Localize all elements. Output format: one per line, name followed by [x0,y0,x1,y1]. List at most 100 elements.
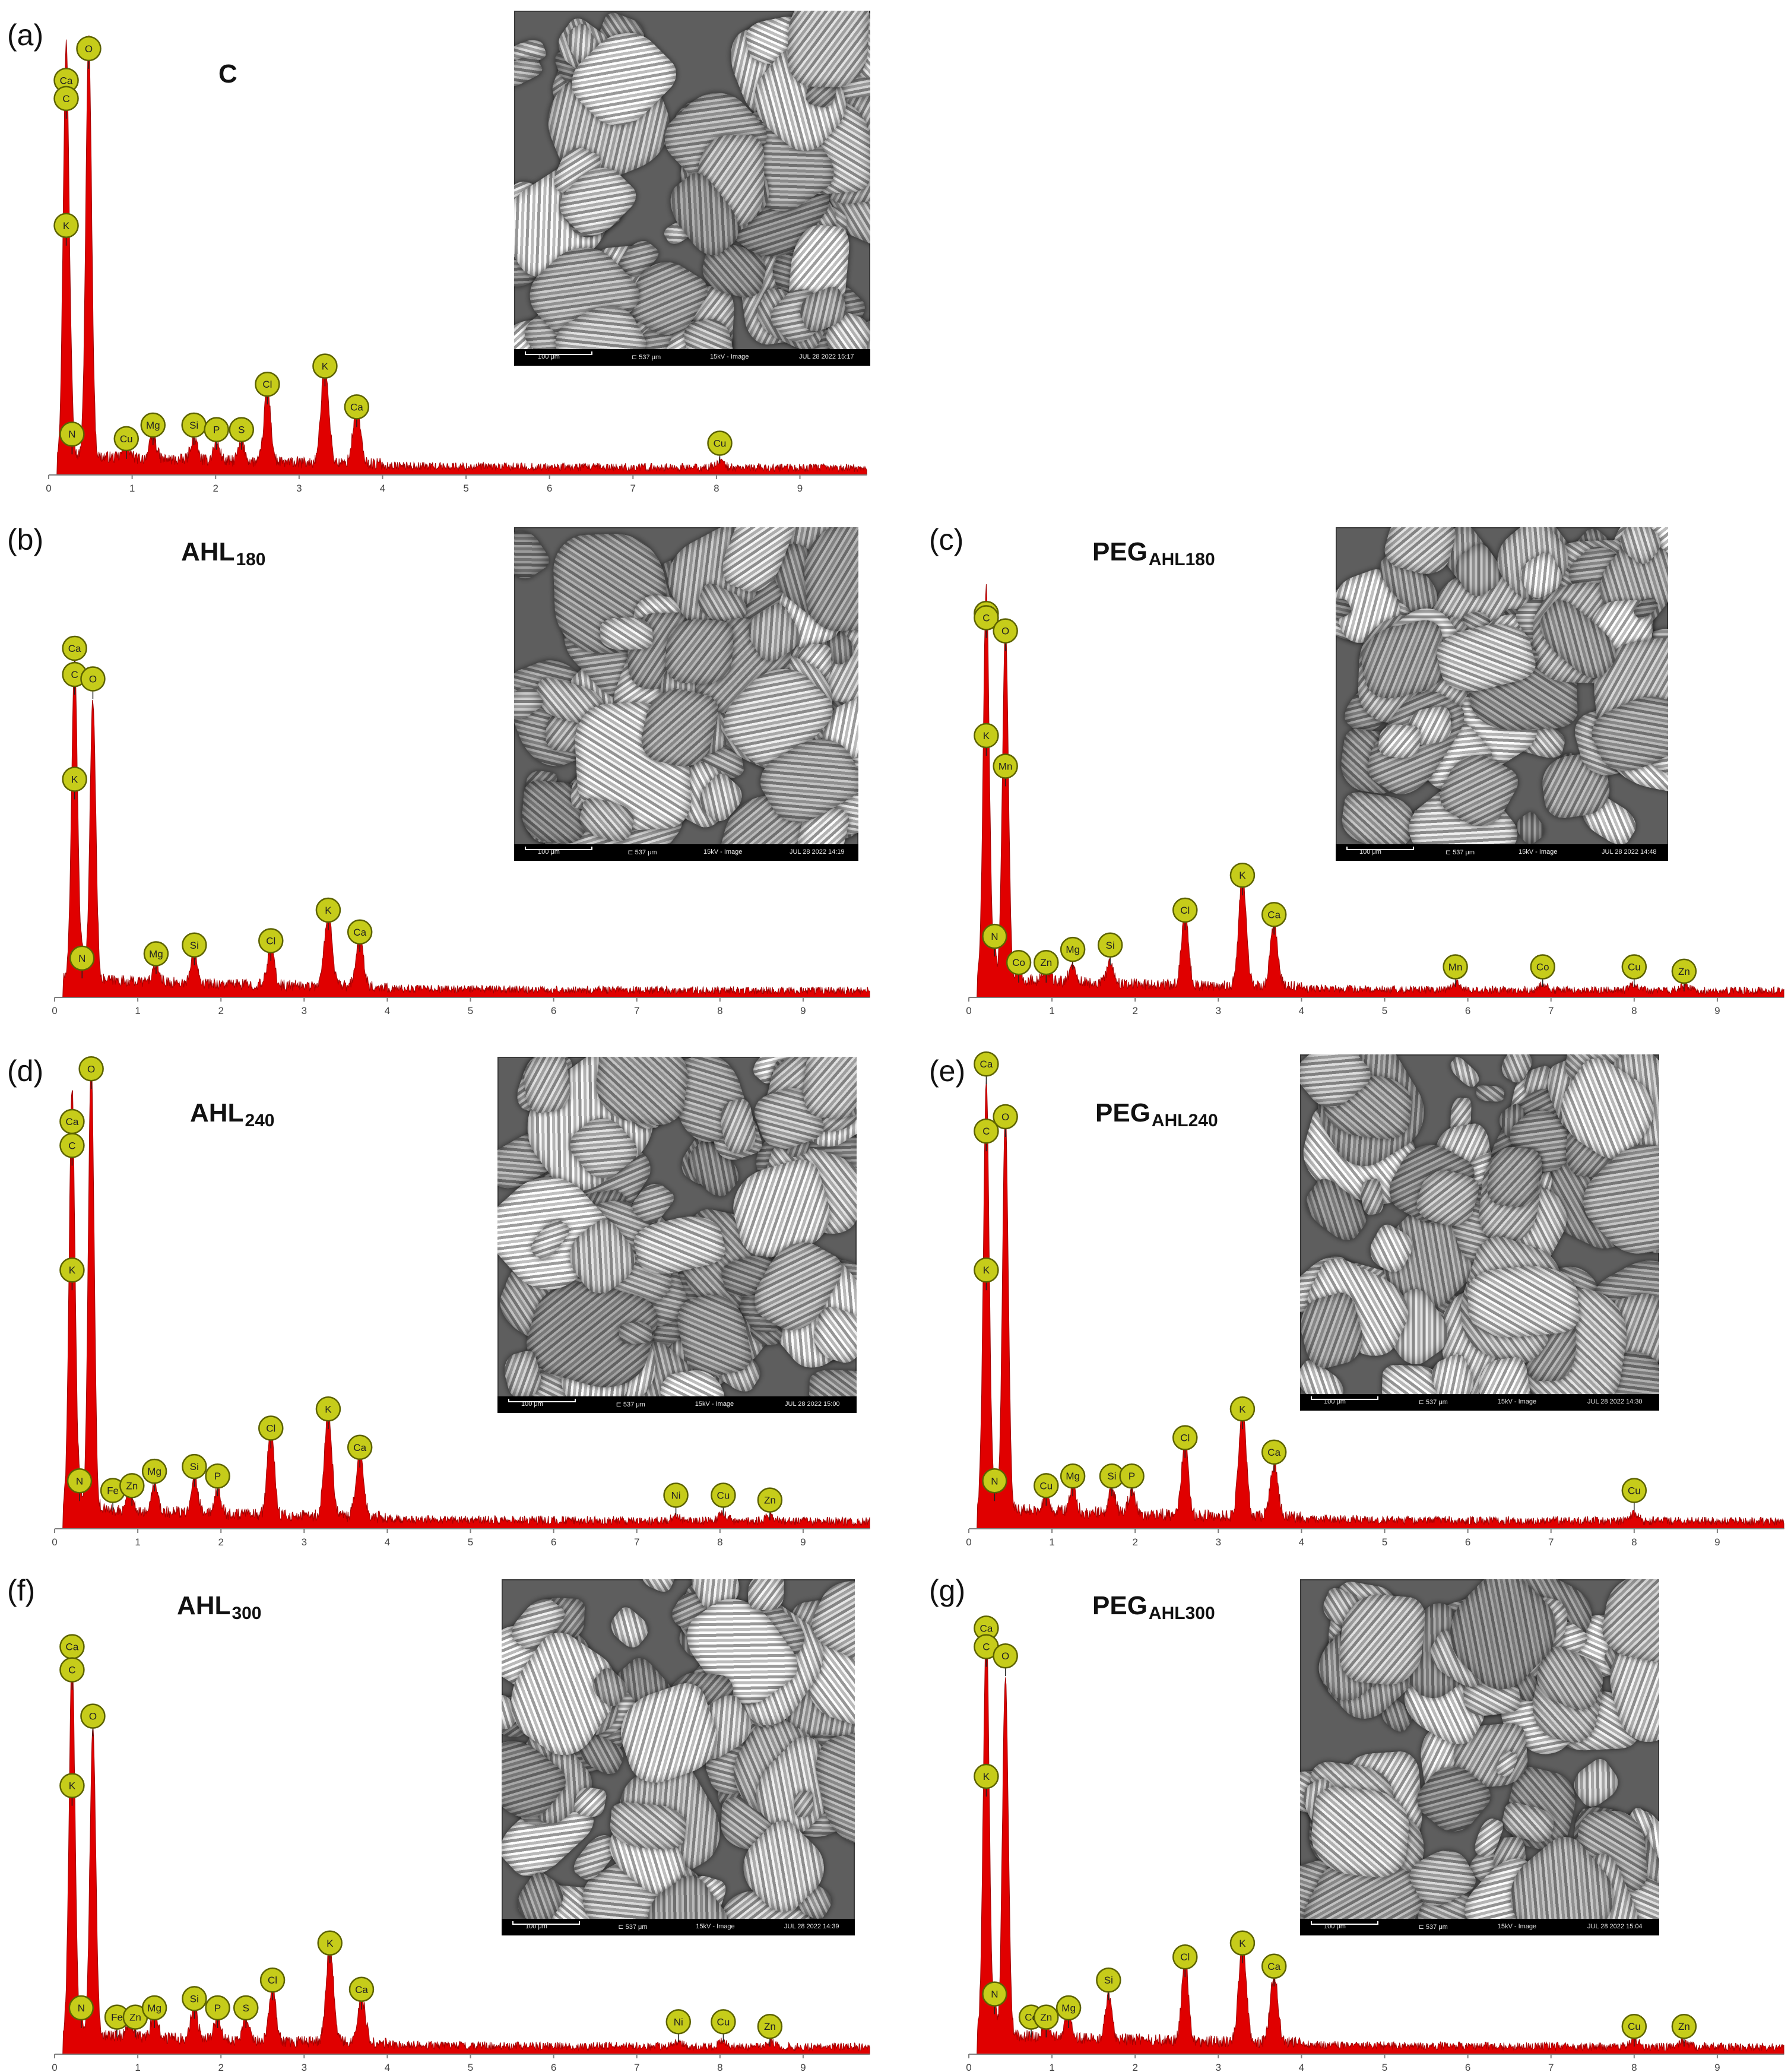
x-tick-label: 1 [1049,2062,1054,2072]
element-marker-circle [1060,1463,1086,1489]
element-marker-label: Cu [1628,2021,1641,2032]
element-marker-circle [182,1986,207,2011]
element-marker-label: K [325,1403,332,1415]
element-marker-label: Si [190,1461,199,1472]
panel-title-subscript: 240 [245,1111,275,1130]
element-marker-circle [80,666,106,692]
element-marker: Ca [1261,902,1287,935]
element-marker: Mg [143,941,169,974]
sem-scale-bar [525,351,592,355]
x-tick-label: 9 [797,483,803,494]
element-marker-circle [141,1458,167,1484]
sem-scale-bar [1311,1921,1378,1925]
element-marker: Cl [1172,1425,1198,1458]
element-marker-label: N [78,953,85,964]
spectrum-area [55,1648,870,2055]
element-marker-label: C [71,669,78,680]
element-marker-circle [974,1763,999,1789]
element-marker-circle [1229,862,1256,888]
sem-particle [664,617,734,685]
element-marker-circle [344,394,370,420]
x-tick-label: 7 [1548,1536,1554,1548]
x-tick-label: 0 [966,2062,971,2072]
x-tick-label: 1 [135,1005,140,1016]
x-tick-label: 4 [1299,1536,1304,1548]
element-marker-circle [974,605,999,631]
element-marker: C [53,85,79,119]
sem-scale-label: 100 μm [1324,1398,1346,1405]
element-marker-circle [62,635,87,661]
sem-micrograph: 100 μm ⊏ 537 μm 15kV - Image JUL 28 2022 15… [1300,1579,1659,1935]
x-tick-label: 0 [46,483,51,494]
element-marker-label: Zn [1040,2012,1052,2023]
element-marker: O [993,1643,1018,1677]
element-marker-circle [348,1976,375,2003]
element-marker-circle [982,1468,1007,1494]
element-marker: N [982,1981,1007,2014]
element-marker-circle [69,945,95,971]
x-tick-label: 6 [547,483,552,494]
element-marker-label: Cu [1039,1480,1053,1491]
sem-particle [1446,1055,1482,1090]
element-marker: Cu [711,1482,736,1516]
sem-particle [747,1579,785,1611]
element-marker-label: N [68,429,75,440]
x-tick-label: 5 [1382,1536,1387,1548]
element-marker-label: O [89,673,97,685]
sem-micrograph: 100 μm ⊏ 537 μm 15kV - Image JUL 28 2022 14… [502,1579,855,1935]
element-marker-label: Cl [266,935,275,946]
element-marker: O [78,1056,104,1089]
element-marker-label: Cu [717,1490,730,1501]
element-marker: N [982,1468,1007,1501]
element-marker-label: C [982,613,990,624]
panel-title-main: AHL [177,1591,231,1620]
element-marker: Cu [1034,1473,1059,1506]
sem-date-label: JUL 28 2022 15:00 [785,1401,840,1408]
element-marker-label: Si [1104,1975,1113,1986]
sem-particle [801,1057,857,1121]
element-marker-label: Cu [1628,1485,1641,1496]
element-marker-label: Cu [1628,962,1641,973]
element-marker: Zn [757,2013,783,2047]
sem-fov-label: ⊏ 537 μm [627,849,657,856]
sem-micrograph: 100 μm ⊏ 537 μm 15kV - Image JUL 28 2022 14… [514,527,858,861]
element-marker: Mg [1060,936,1086,970]
x-tick-label: 8 [717,1536,722,1548]
eds-spectrum-chart: 0 1 2 3 4 5 6 7 8 9 Ca CO K N Cu Mg Si P Cl K Ca Cu [966,1051,1784,1548]
element-marker-label: Fe [107,1485,119,1496]
x-tick-label: 2 [1132,1005,1137,1016]
x-tick-label: 7 [1548,1005,1554,1016]
element-marker-label: N [991,1989,998,2000]
sem-particle [1476,1085,1505,1102]
x-tick-label: 6 [1465,1536,1470,1548]
x-tick-label: 4 [1299,1005,1304,1016]
element-marker-circle [182,1453,207,1479]
x-tick-label: 8 [714,483,719,494]
element-marker: Mn [1443,954,1468,987]
element-marker: Ca [59,1108,85,1142]
panel-letter: (e) [929,1054,966,1088]
x-tick-label: 7 [634,1005,639,1016]
element-marker-circle [982,923,1007,949]
element-marker: Ca [347,919,373,952]
element-marker-label: Zn [1040,957,1052,968]
spectrum-area [969,1623,1784,2055]
x-tick-label: 3 [302,1536,307,1548]
element-marker-label: O [1001,626,1009,637]
element-marker-label: Si [1107,1471,1116,1482]
element-marker-circle [1229,1930,1256,1956]
element-marker-circle [982,1981,1007,2007]
sem-scale-bar [525,847,592,850]
element-marker: C [59,1657,85,1690]
element-marker-circle [1261,1439,1287,1465]
element-marker-circle [993,1643,1018,1669]
x-tick-label: 9 [800,2062,806,2072]
element-marker: Cl [1172,897,1198,930]
element-marker-label: O [1001,1111,1009,1123]
element-marker-label: Ca [1267,1961,1280,1972]
element-marker: Cu [707,430,733,464]
element-marker-label: Ca [350,401,363,413]
element-marker: Zn [122,2004,148,2038]
sem-fov-label: ⊏ 537 μm [1445,849,1475,856]
